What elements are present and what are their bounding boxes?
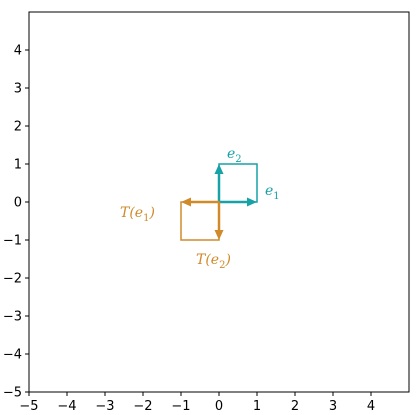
x-tick-label: 2 [291, 399, 299, 414]
y-tick-label: 1 [14, 158, 22, 173]
x-tick-label: −1 [171, 399, 190, 414]
y-tick-label: 0 [14, 196, 22, 211]
t-e2-arrowhead [214, 230, 224, 240]
x-tick-label: 0 [215, 399, 223, 414]
y-axis-ticks: −5 −4 −3 −2 −1 0 1 2 3 4 [3, 44, 29, 401]
y-tick-label: 4 [14, 44, 22, 59]
x-tick-label: −4 [57, 399, 76, 414]
x-tick-label: −3 [95, 399, 114, 414]
y-tick-label: −1 [3, 234, 22, 249]
t-e1-arrowhead [181, 197, 191, 207]
y-tick-label: −2 [3, 272, 22, 287]
e2-arrowhead [214, 164, 224, 174]
basis-vectors: e1 e2 [214, 146, 280, 207]
x-axis-ticks: −5 −4 −3 −2 −1 0 1 2 3 4 [19, 392, 375, 414]
y-tick-label: 3 [14, 82, 22, 97]
y-tick-label: −3 [3, 310, 22, 325]
x-tick-label: −5 [19, 399, 38, 414]
t-e1-label: T(e1) [120, 205, 155, 224]
t-e2-label: T(e2) [196, 252, 231, 271]
y-tick-label: −5 [3, 386, 22, 401]
x-tick-label: 3 [329, 399, 337, 414]
y-tick-label: −4 [3, 348, 22, 363]
e1-arrowhead [247, 197, 257, 207]
e2-label: e2 [227, 146, 242, 165]
x-tick-label: −2 [133, 399, 152, 414]
e1-label: e1 [265, 183, 280, 202]
y-tick-label: 2 [14, 120, 22, 135]
transformed-vectors: T(e1) T(e2) [120, 197, 231, 271]
x-tick-label: 4 [367, 399, 375, 414]
x-tick-label: 1 [253, 399, 261, 414]
